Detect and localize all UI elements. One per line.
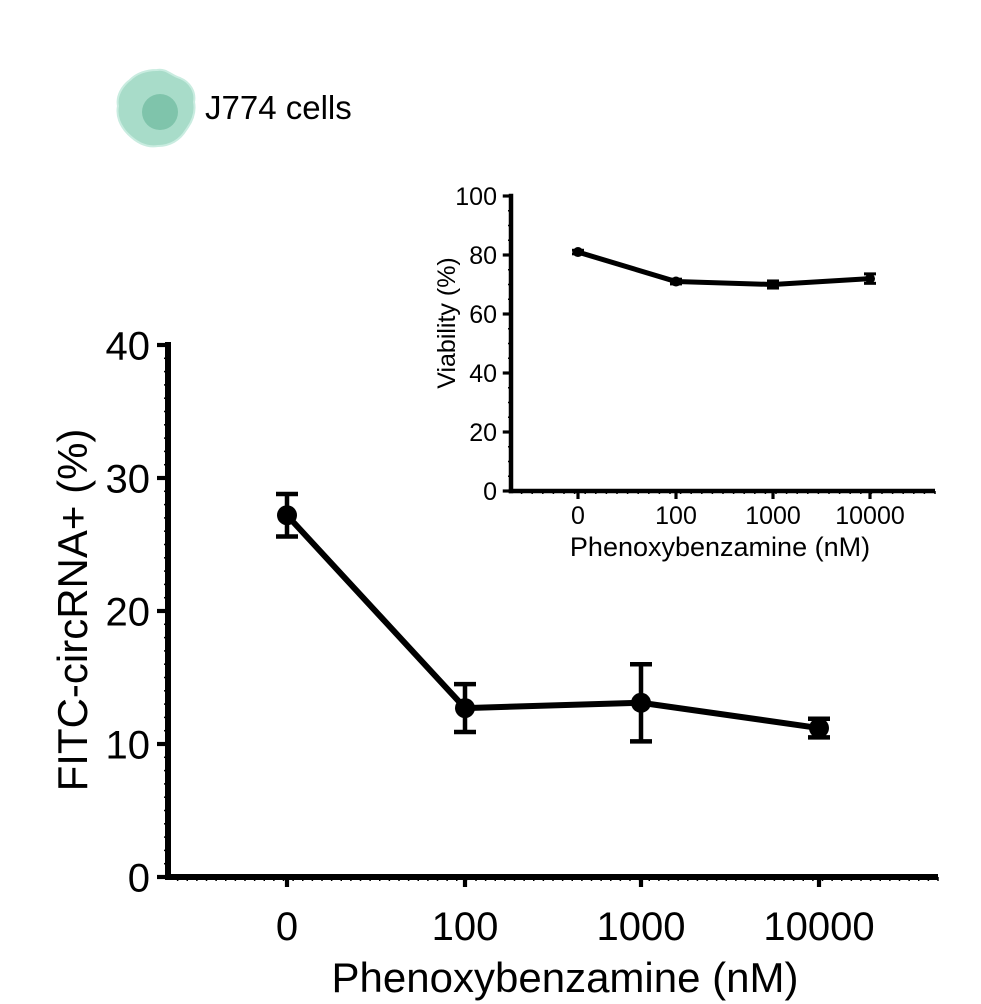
main-y-axis-label: FITC-circRNA+ (%) <box>49 429 96 792</box>
cell-nucleus <box>142 94 178 130</box>
inset-x-tick-label: 1000 <box>745 502 801 530</box>
main-y-tick-label: 20 <box>106 590 151 634</box>
main-x-tick-label: 0 <box>276 905 298 949</box>
main-x-ticks: 0 100 1000 10000 <box>276 877 875 949</box>
inset-y-ticks: 0 20 40 60 80 100 <box>455 183 511 506</box>
inset-y-axis-label: Viability (%) <box>433 257 461 389</box>
inset-data-point <box>865 273 875 284</box>
main-series-line <box>284 513 820 732</box>
inset-x-tick-label: 10000 <box>835 502 905 530</box>
inset-data-point <box>671 276 681 287</box>
main-y-ticks: 0 10 20 30 40 <box>106 324 168 900</box>
inset-series <box>572 247 876 290</box>
main-data-point <box>631 692 651 713</box>
main-y-tick-label: 40 <box>106 324 151 368</box>
inset-x-ticks: 0 100 1000 10000 <box>571 491 905 530</box>
inset-y-tick-label: 60 <box>469 301 497 329</box>
main-axes <box>164 342 939 881</box>
macrophage-cell-icon <box>116 68 196 148</box>
legend-label: J774 cells <box>205 89 352 126</box>
main-series <box>276 491 830 744</box>
main-data-point <box>277 505 297 526</box>
main-y-tick-label: 30 <box>106 457 151 501</box>
inset-data-point <box>573 247 583 258</box>
main-x-axis-label: Phenoxybenzamine (nM) <box>332 954 799 1001</box>
inset-x-axis-label: Phenoxybenzamine (nM) <box>570 532 870 562</box>
inset-y-tick-label: 100 <box>455 183 497 211</box>
inset-y-tick-label: 0 <box>483 478 497 506</box>
main-x-tick-label: 100 <box>432 905 499 949</box>
inset-chart: 0 20 40 60 80 100 0 100 1000 10000 Phenoxybenzam… <box>433 183 936 562</box>
main-y-tick-label: 10 <box>106 723 151 767</box>
inset-y-tick-label: 20 <box>469 419 497 447</box>
main-y-tick-label: 0 <box>128 856 150 900</box>
inset-x-tick-label: 0 <box>571 502 585 530</box>
inset-series-line <box>577 249 871 287</box>
inset-x-tick-label: 100 <box>655 502 697 530</box>
inset-data-point <box>768 279 778 290</box>
main-data-point <box>809 718 829 739</box>
main-data-point <box>455 698 475 719</box>
main-x-tick-label: 10000 <box>763 905 874 949</box>
inset-y-tick-label: 40 <box>469 360 497 388</box>
inset-y-tick-label: 80 <box>469 242 497 270</box>
legend: J774 cells <box>116 68 352 148</box>
inset-axes <box>508 193 936 494</box>
main-x-tick-label: 1000 <box>597 905 686 949</box>
